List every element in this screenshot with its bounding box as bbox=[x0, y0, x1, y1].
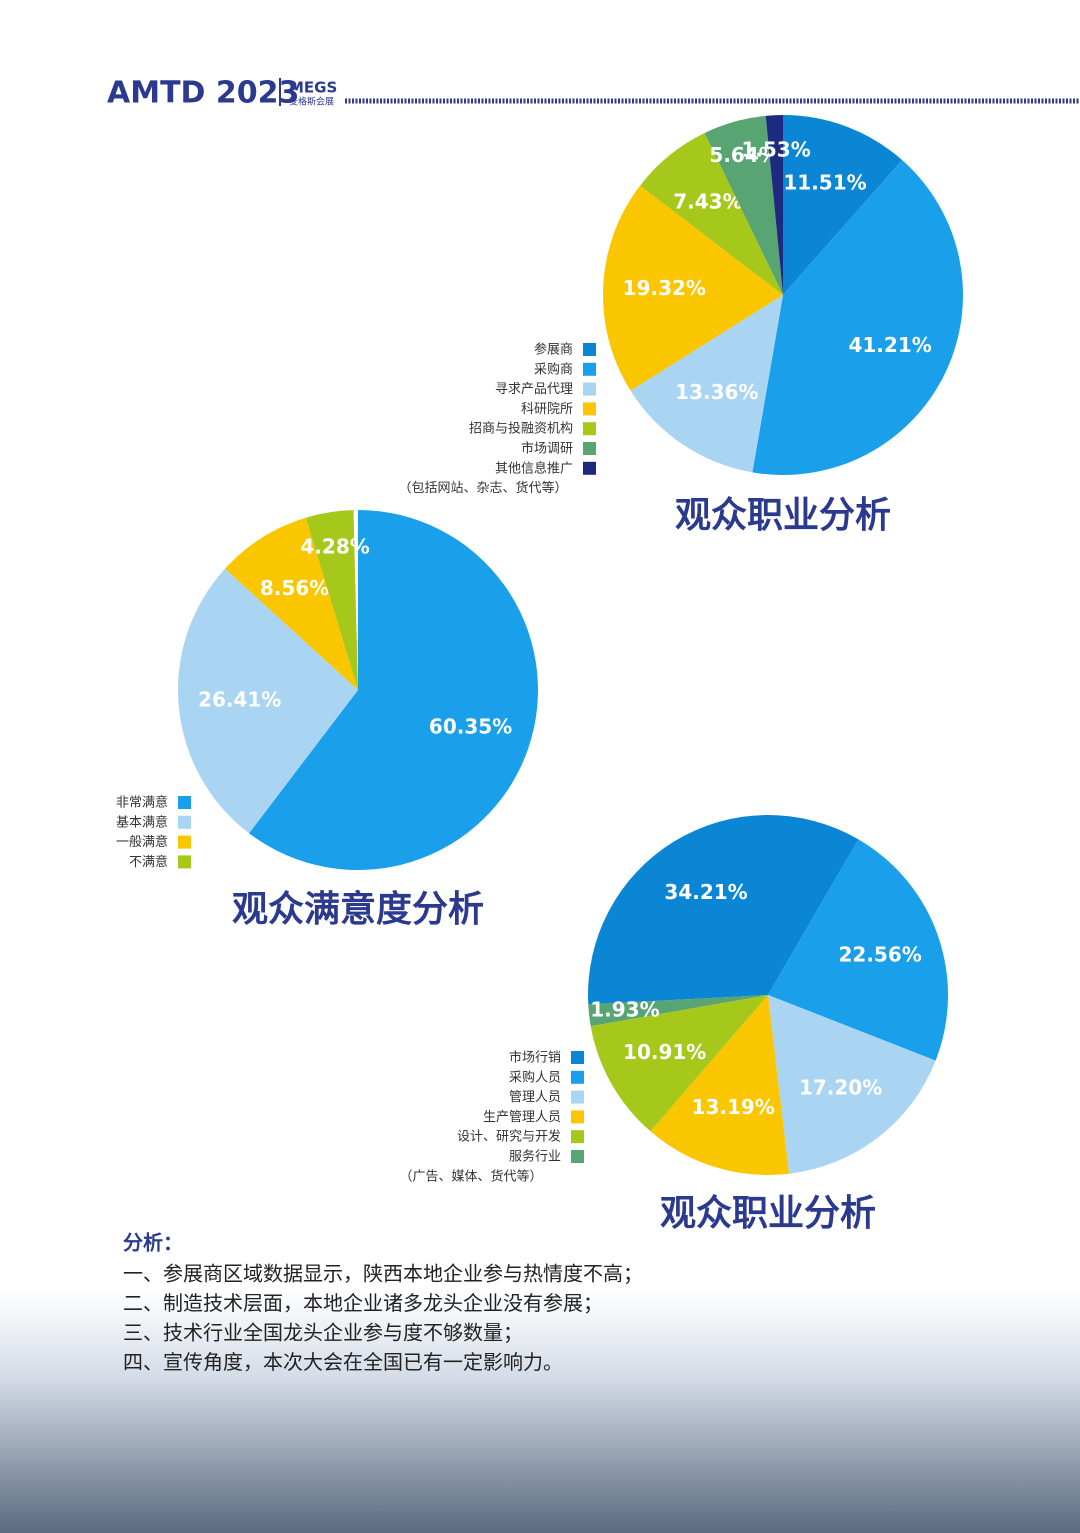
slice-label: 5.64% bbox=[709, 143, 778, 167]
slice-label: 7.43% bbox=[673, 189, 742, 213]
slice-label: 13.19% bbox=[692, 1095, 775, 1119]
legend-label: 采购人员 bbox=[509, 1069, 561, 1085]
analysis-heading: 分析： bbox=[123, 1231, 183, 1255]
legend-note: （广告、媒体、货代等） bbox=[399, 1168, 542, 1184]
slice-label: 60.35% bbox=[429, 714, 512, 738]
legend-label: 招商与投融资机构 bbox=[469, 421, 573, 437]
legend-note: （包括网站、杂志、货代等） bbox=[398, 480, 567, 496]
slice-label: 19.32% bbox=[623, 276, 706, 300]
slice-label: 8.56% bbox=[260, 576, 329, 600]
pie-slice bbox=[603, 185, 783, 391]
legend-label: 非常满意 bbox=[116, 795, 168, 811]
pie-slice bbox=[768, 995, 936, 1174]
legend-label: 科研院所 bbox=[521, 402, 573, 417]
slice-label: 17.20% bbox=[799, 1076, 882, 1100]
legend-swatch bbox=[583, 461, 596, 475]
pie-slice bbox=[783, 115, 903, 295]
pie-slice bbox=[752, 160, 963, 476]
pie-slice bbox=[588, 815, 859, 1005]
slice-label: 11.51% bbox=[783, 170, 866, 194]
legend-label: 其他信息推广 bbox=[495, 460, 573, 476]
legend-label: 生产管理人员 bbox=[483, 1110, 561, 1125]
legend-swatch bbox=[583, 442, 596, 455]
pie-slice bbox=[630, 295, 783, 473]
pie-slice bbox=[588, 995, 768, 1027]
legend-swatch bbox=[571, 1150, 584, 1163]
legend-label: 基本满意 bbox=[116, 814, 168, 830]
slice-label: 10.91% bbox=[623, 1040, 706, 1064]
photo bbox=[0, 1290, 1080, 1533]
legend-swatch bbox=[178, 835, 191, 849]
slice-label: 41.21% bbox=[848, 333, 931, 357]
pie-slice bbox=[224, 517, 358, 690]
legend-label: 不满意 bbox=[129, 854, 168, 870]
legend-swatch bbox=[583, 362, 596, 376]
slice-label: 4.28% bbox=[300, 534, 369, 558]
legend-label: 采购商 bbox=[534, 361, 573, 377]
pie-slice bbox=[590, 995, 768, 1132]
legend-label: 市场调研 bbox=[521, 441, 573, 457]
legend-swatch bbox=[583, 422, 596, 436]
logo: MEGS bbox=[289, 79, 337, 97]
logo-sub: 麦格斯会展 bbox=[289, 96, 334, 108]
legend-swatch bbox=[571, 1110, 584, 1124]
brand: AMTD 2023 bbox=[107, 76, 299, 111]
legend-swatch bbox=[583, 382, 596, 396]
legend-swatch bbox=[571, 1130, 584, 1144]
legend-label: 寻求产品代理 bbox=[495, 382, 573, 397]
chart-title: 观众职业分析 bbox=[675, 495, 891, 536]
pie-slice bbox=[650, 995, 790, 1175]
legend-swatch bbox=[571, 1090, 584, 1104]
pie-slice bbox=[765, 115, 783, 295]
analysis-item: 四、宣传角度，本次大会在全国已有一定影响力。 bbox=[123, 1350, 563, 1374]
chart-title: 观众职业分析 bbox=[660, 1193, 876, 1234]
analysis-item: 二、制造技术层面，本地企业诸多龙头企业没有参展； bbox=[123, 1291, 603, 1315]
pie-slice bbox=[305, 510, 358, 690]
slice-label: 26.41% bbox=[198, 687, 281, 711]
legend-label: 服务行业 bbox=[509, 1149, 561, 1165]
legend-label: 管理人员 bbox=[509, 1090, 561, 1105]
legend-label: 一般满意 bbox=[116, 834, 168, 850]
legend-swatch bbox=[583, 402, 596, 416]
pie-slice bbox=[249, 510, 538, 870]
legend-label: 参展商 bbox=[534, 342, 573, 358]
slice-label: 1.93% bbox=[590, 998, 659, 1022]
legend-label: 设计、研究与开发 bbox=[457, 1129, 561, 1145]
pie-slice bbox=[704, 115, 783, 296]
legend-label: 市场行销 bbox=[509, 1050, 561, 1066]
slice-label: 1.53% bbox=[741, 138, 810, 162]
slice-label: 13.36% bbox=[675, 380, 758, 404]
legend-swatch bbox=[571, 1051, 584, 1064]
legend-swatch bbox=[583, 343, 596, 356]
pie-slice bbox=[640, 132, 783, 295]
legend-swatch bbox=[178, 855, 191, 869]
pie-slice bbox=[177, 568, 358, 834]
pie-slice bbox=[768, 839, 949, 1061]
slice-label: 34.21% bbox=[664, 880, 747, 904]
legend-swatch bbox=[571, 1070, 584, 1084]
legend-swatch bbox=[178, 796, 191, 809]
legend-swatch bbox=[178, 815, 191, 829]
slice-label: 22.56% bbox=[839, 942, 922, 966]
analysis-item: 三、技术行业全国龙头企业参与度不够数量； bbox=[123, 1321, 523, 1345]
chart-title: 观众满意度分析 bbox=[232, 889, 484, 930]
analysis-item: 一、参展商区域数据显示，陕西本地企业参与热情度不高； bbox=[123, 1262, 643, 1286]
